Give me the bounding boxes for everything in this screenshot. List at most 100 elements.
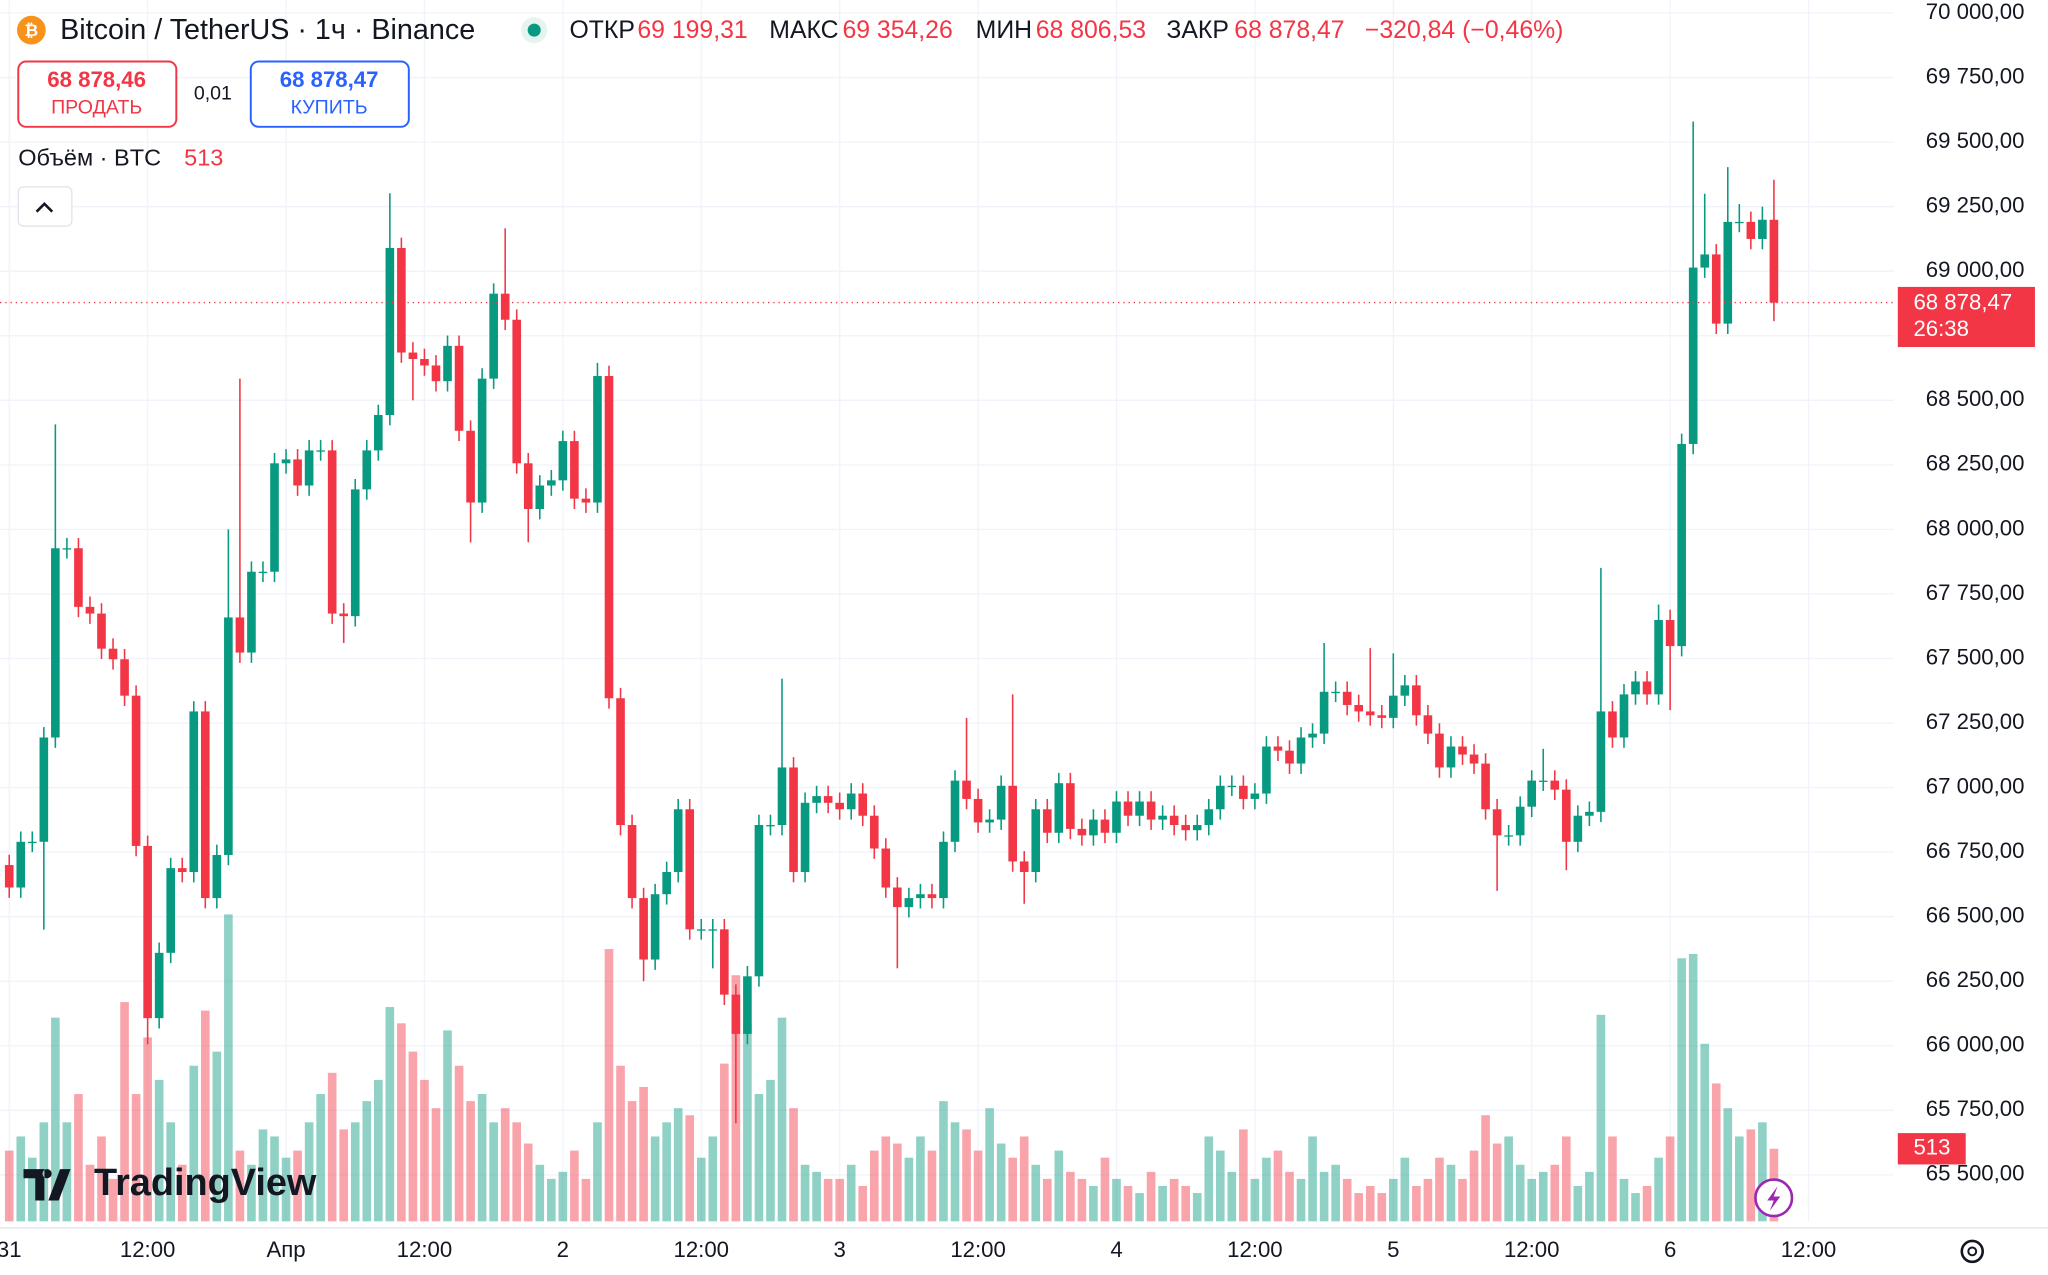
candle-body	[1146, 801, 1156, 820]
volume-bar	[1135, 1193, 1144, 1222]
volume-bar	[1619, 1178, 1629, 1222]
candle-body	[858, 793, 868, 816]
volume-bar	[1054, 1150, 1064, 1222]
candle-body	[1619, 694, 1629, 738]
volume-bar	[270, 1136, 279, 1222]
candle-body	[1342, 691, 1352, 705]
candle-body	[1527, 780, 1537, 807]
y-tick-label: 66 500,00	[1926, 903, 2025, 928]
volume-bar	[1423, 1178, 1433, 1222]
y-tick-label: 67 500,00	[1926, 644, 2025, 669]
volume-bar	[1608, 1136, 1617, 1222]
volume-bar	[777, 1017, 787, 1222]
grid	[0, 0, 2048, 1229]
candle-body	[1550, 780, 1560, 790]
y-tick-label: 67 750,00	[1926, 580, 2025, 605]
sell-button[interactable]	[17, 60, 178, 128]
volume-bar	[1146, 1171, 1156, 1222]
volume-bar	[800, 1164, 810, 1222]
volume-bar	[131, 1094, 141, 1222]
x-tick-label: 12:00	[1781, 1237, 1837, 1262]
y-tick-label: 69 500,00	[1926, 128, 2025, 153]
candle-body	[593, 376, 602, 503]
candle-body	[1215, 785, 1225, 810]
volume-bar	[1412, 1185, 1421, 1222]
volume-bar	[16, 1136, 26, 1222]
volume-bar	[985, 1108, 994, 1222]
volume-bar	[316, 1094, 325, 1222]
candle-body	[4, 865, 14, 888]
volume-bar	[397, 1023, 406, 1222]
candle-body	[1769, 219, 1779, 303]
candle-body	[627, 825, 637, 899]
x-tick-label: 31	[0, 1237, 22, 1262]
candle-body	[950, 780, 960, 842]
volume-bar	[904, 1157, 914, 1222]
volume-bar	[1365, 1185, 1375, 1222]
volume-bar	[374, 1079, 383, 1222]
candle-body	[189, 711, 199, 873]
y-tick-label: 65 750,00	[1926, 1096, 2025, 1121]
x-tick-label: 12:00	[120, 1237, 176, 1262]
ohlc-name: МАКС	[769, 17, 838, 44]
volume-title: Объём · BTC	[18, 145, 161, 171]
volume-bar	[466, 1101, 475, 1222]
volume-bar	[1331, 1164, 1340, 1222]
volume-bar	[1758, 1122, 1767, 1222]
volume-bar	[616, 1065, 625, 1222]
volume-bar	[1458, 1178, 1467, 1222]
symbol-title[interactable]: Bitcoin / TetherUS · 1ч · Binance	[60, 14, 475, 46]
candle-body	[673, 809, 683, 873]
volume-bar	[1354, 1193, 1364, 1222]
candle-body	[1492, 809, 1502, 836]
x-tick-label: 12:00	[1504, 1237, 1560, 1262]
volume-bar	[1192, 1193, 1202, 1222]
candle-body	[743, 976, 752, 1034]
candle-body	[1481, 763, 1490, 810]
candle-body	[235, 617, 245, 653]
volume-bar	[846, 1164, 856, 1222]
candle-body	[1642, 681, 1652, 695]
candle-body	[108, 648, 118, 660]
candle-body	[708, 929, 718, 931]
volume-bar	[1642, 1185, 1652, 1222]
candle-body	[893, 887, 902, 908]
candle-body	[800, 802, 810, 873]
candle-body	[1019, 861, 1029, 873]
volume-bar	[523, 1143, 533, 1222]
candle-body	[1711, 254, 1721, 324]
volume-bar	[443, 1030, 452, 1222]
volume-bar	[858, 1185, 868, 1222]
coin-glyph: ₿	[24, 21, 38, 40]
volume-bar	[1169, 1178, 1179, 1222]
volume-bar	[547, 1178, 556, 1222]
candle-body	[304, 450, 314, 486]
candle-body	[74, 548, 83, 607]
candle-body	[512, 319, 522, 464]
volume-bar	[350, 1122, 360, 1222]
y-tick-label: 69 750,00	[1926, 63, 2025, 88]
volume-bar	[1285, 1171, 1294, 1222]
volume-bar	[1573, 1185, 1583, 1222]
buy-button[interactable]	[249, 60, 410, 128]
x-tick-label: 12:00	[397, 1237, 453, 1262]
volume-bar	[1158, 1185, 1167, 1222]
volume-last: 513	[184, 145, 223, 171]
volume-bar	[1665, 1136, 1675, 1222]
candle-body	[166, 868, 176, 953]
y-tick-label: 68 000,00	[1926, 515, 2025, 540]
volume-bar	[627, 1101, 637, 1222]
volume-bar	[558, 1171, 568, 1222]
volume-bar	[154, 1079, 164, 1222]
volume-bar	[304, 1122, 314, 1222]
candle-body	[154, 952, 164, 1019]
collapse-button[interactable]	[17, 186, 73, 227]
candle-body	[385, 247, 395, 416]
last-price-tag	[1897, 286, 2035, 347]
volume-bar	[1700, 1043, 1710, 1222]
settings-button[interactable]	[1960, 1239, 1984, 1264]
y-tick-label: 66 250,00	[1926, 967, 2025, 992]
candle-body	[812, 796, 821, 803]
volume-bar	[143, 1037, 152, 1222]
candle-body	[97, 613, 106, 649]
